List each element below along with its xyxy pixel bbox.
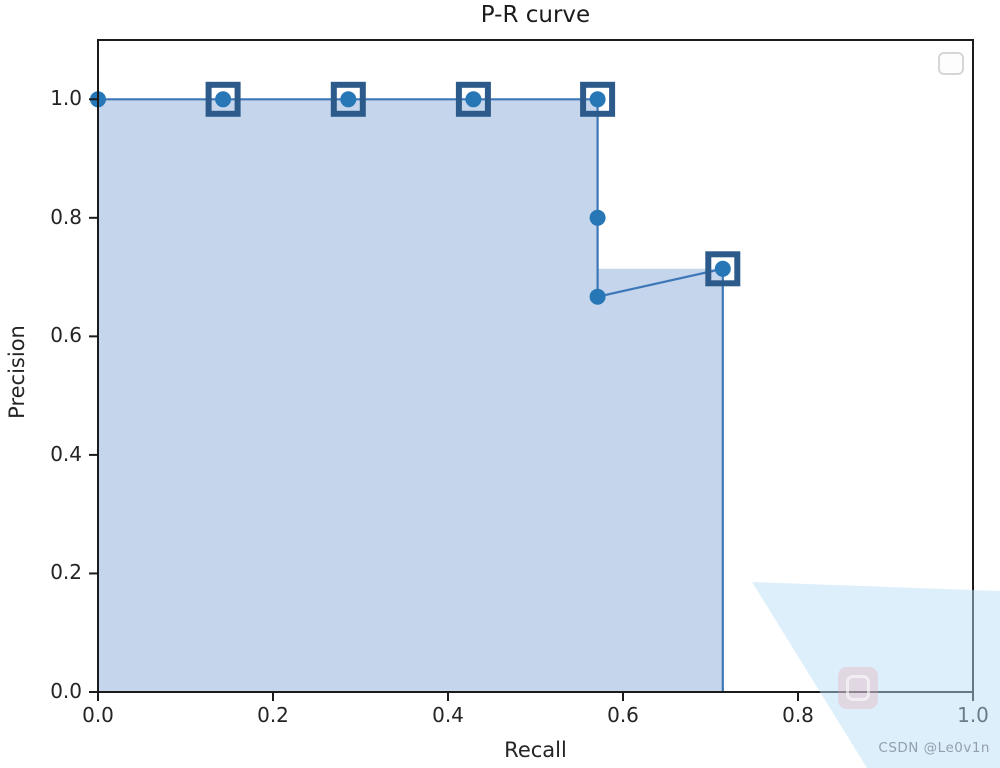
- square-marker: [705, 251, 741, 287]
- square-marker: [330, 81, 366, 117]
- square-marker: [455, 81, 491, 117]
- data-point-marker: [714, 260, 731, 277]
- axes-frame: [97, 39, 974, 693]
- csdn-logo-inner-glyph: [846, 675, 870, 701]
- watermark-wedge-shape: [752, 582, 1000, 768]
- pr-fill-area: [98, 99, 723, 693]
- data-point-marker: [465, 91, 482, 108]
- csdn-logo-watermark-icon: [838, 667, 878, 709]
- x-axis-label: Recall: [504, 738, 567, 762]
- data-point-marker: [215, 91, 232, 108]
- data-point-marker: [589, 209, 606, 226]
- chart-title: P-R curve: [480, 2, 591, 28]
- legend-box: [938, 52, 964, 75]
- square-marker: [580, 81, 616, 117]
- data-point-marker: [589, 91, 606, 108]
- data-point-marker: [589, 288, 606, 305]
- data-point-marker: [340, 91, 357, 108]
- watermark-text: CSDN @Le0v1n: [878, 740, 990, 756]
- square-marker: [205, 81, 241, 117]
